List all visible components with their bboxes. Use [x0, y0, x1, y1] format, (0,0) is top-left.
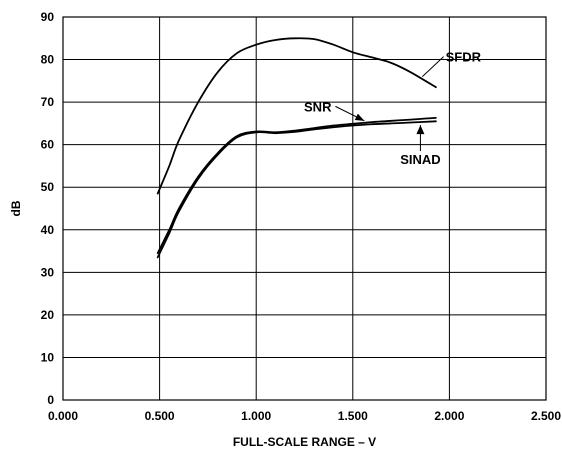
- sinad-arrowhead: [416, 125, 425, 135]
- series-layer: [156, 37, 437, 259]
- y-tick-label: 90: [41, 10, 55, 24]
- y-tick-label: 50: [41, 180, 55, 194]
- y-tick-label: 0: [47, 393, 54, 407]
- series-line-sinad: [156, 120, 437, 259]
- y-axis-label: dB: [9, 200, 23, 216]
- y-tick-label: 30: [41, 265, 55, 279]
- x-tick-label: 0.500: [145, 409, 175, 423]
- x-tick-label: 0.000: [48, 409, 78, 423]
- sfdr-annotation-label: SFDR: [446, 50, 482, 65]
- y-tick-label: 60: [41, 138, 55, 152]
- x-tick-label: 2.500: [531, 409, 561, 423]
- annotations: SFDR SNR SINAD: [304, 50, 482, 167]
- snr-annotation-label: SNR: [304, 99, 332, 114]
- y-tick-labels: 0 10 20 30 40 50 60 70 80 90: [41, 10, 55, 407]
- y-tick-label: 80: [41, 53, 55, 67]
- y-tick-label: 10: [41, 350, 55, 364]
- grid: [63, 17, 546, 400]
- sfdr-annotation-leader: [422, 56, 444, 77]
- sinad-annotation-label: SINAD: [400, 152, 440, 167]
- plot-frame: [62, 16, 547, 401]
- y-tick-label: 20: [41, 308, 55, 322]
- x-axis-label: FULL-SCALE RANGE – V: [233, 435, 376, 449]
- y-tick-label: 70: [41, 95, 55, 109]
- snr-arrowhead: [354, 113, 365, 121]
- x-tick-label: 1.500: [338, 409, 368, 423]
- series-line-sfdr: [156, 37, 437, 195]
- series-line-snr: [156, 117, 437, 255]
- x-tick-label: 2.000: [434, 409, 464, 423]
- x-tick-labels: 0.000 0.500 1.000 1.500 2.000 2.500: [48, 409, 561, 423]
- y-tick-label: 40: [41, 223, 55, 237]
- x-tick-label: 1.000: [241, 409, 271, 423]
